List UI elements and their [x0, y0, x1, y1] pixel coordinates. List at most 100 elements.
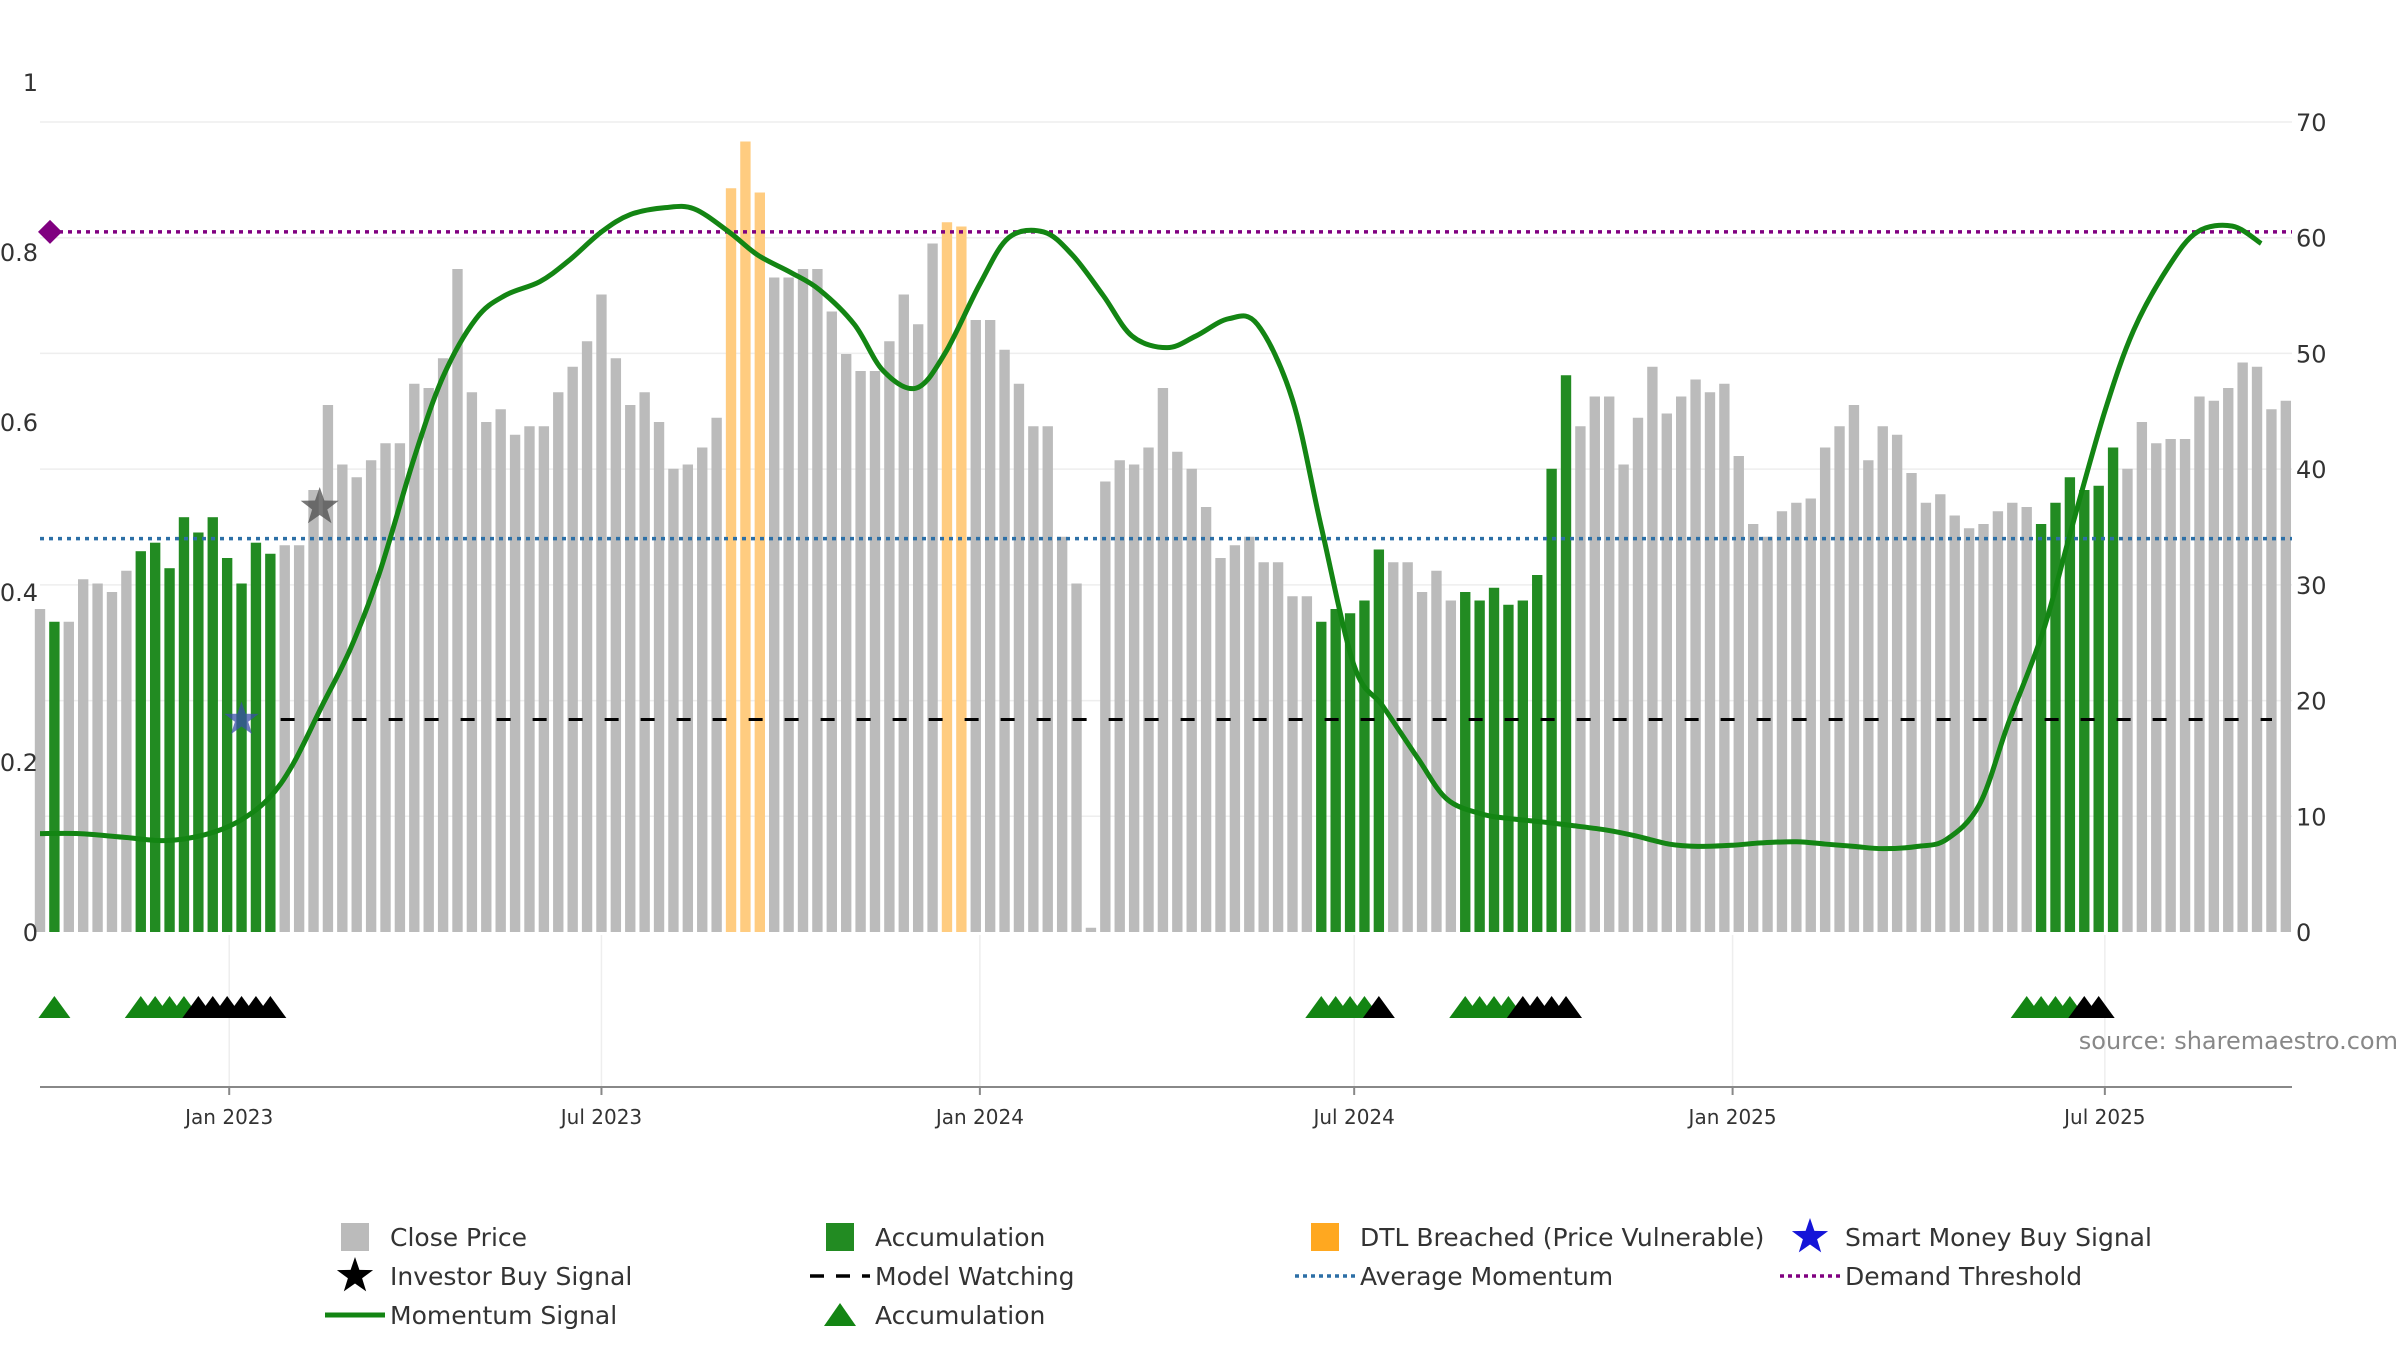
close-price-bar — [1877, 426, 1888, 932]
close-price-bar — [1301, 596, 1313, 932]
legend-swatch — [1311, 1223, 1339, 1251]
signal-markers — [224, 487, 339, 735]
close-price-bar — [1244, 536, 1255, 932]
close-price-bar — [1258, 562, 1269, 932]
close-price-bar — [63, 621, 74, 932]
right-axis-tick-label: 40 — [2296, 456, 2327, 484]
close-price-bar — [912, 324, 924, 932]
close-price-bar — [1388, 562, 1399, 932]
close-price-bar — [1848, 405, 1860, 932]
watching-triangle — [1550, 996, 1583, 1018]
legend-label: Investor Buy Signal — [390, 1262, 632, 1291]
close-price-bar — [1114, 460, 1125, 932]
close-price-bar — [1647, 366, 1658, 932]
close-price-bar — [466, 392, 478, 932]
close-price-bar — [826, 311, 837, 932]
accumulation-bar — [1316, 621, 1327, 932]
close-price-bar — [769, 277, 780, 932]
close-price-bar — [2280, 400, 2292, 932]
close-price-bar — [2266, 409, 2277, 932]
close-price-bar — [1085, 927, 1097, 932]
reference-lines — [38, 219, 2292, 721]
accumulation-bar — [1560, 375, 1572, 932]
close-price-bar — [1445, 600, 1457, 932]
close-price-bar — [2021, 507, 2032, 932]
watching-triangle — [254, 996, 287, 1018]
close-price-bar — [308, 490, 319, 932]
close-price-bar — [1704, 392, 1716, 932]
investor-buy-signal-star — [300, 487, 339, 524]
close-price-bar — [1431, 570, 1442, 932]
left-axis-tick-label: 0.8 — [0, 239, 38, 267]
close-price-bar — [1992, 511, 2004, 932]
close-price-bar — [855, 371, 866, 932]
accumulation-bar — [1517, 600, 1529, 932]
legend-label: Smart Money Buy Signal — [1845, 1223, 2152, 1252]
close-price-bar — [999, 349, 1010, 932]
x-axis-tick-label: Jan 2023 — [183, 1105, 273, 1129]
x-axis-tick-label: Jul 2023 — [559, 1105, 642, 1129]
close-price-bar — [567, 366, 578, 932]
accumulation-bar — [178, 517, 190, 932]
dtl-bar — [941, 222, 953, 932]
accumulation-bar — [1532, 575, 1543, 932]
legend-triangle-icon — [824, 1303, 856, 1326]
x-axis-tick-label: Jul 2024 — [1311, 1105, 1394, 1129]
close-price-bar — [1963, 528, 1975, 932]
close-price-bar — [2122, 468, 2133, 932]
close-price-bar — [927, 243, 938, 932]
close-price-bar — [1632, 417, 1644, 932]
signal-triangles — [38, 996, 2115, 1018]
close-price-bar — [121, 570, 132, 932]
legend-label: Demand Threshold — [1845, 1262, 2082, 1291]
smart-money-buy-signal-star — [224, 701, 259, 735]
accumulation-bar — [1373, 549, 1385, 932]
right-axis-tick-label: 30 — [2296, 572, 2327, 600]
close-price-bar — [1891, 434, 1903, 932]
close-price-bar — [1776, 511, 1788, 932]
dtl-bar — [725, 188, 737, 932]
close-price-bar — [783, 277, 794, 932]
source-label: source: sharemaestro.com — [2079, 1027, 2398, 1055]
close-price-bar — [1920, 502, 1932, 932]
left-axis-tick-label: 0.4 — [0, 579, 38, 607]
close-price-bar — [337, 464, 348, 932]
accumulation-bar — [265, 553, 276, 932]
close-price-bar — [1935, 494, 1946, 932]
accumulation-bar — [236, 583, 247, 932]
close-price-bar — [322, 405, 334, 932]
close-price-bar — [1100, 481, 1111, 932]
close-price-bar — [841, 354, 852, 932]
close-price-bar — [1834, 426, 1845, 932]
right-axis-tick-label: 60 — [2296, 225, 2327, 253]
accumulation-bar — [1546, 468, 1557, 932]
close-price-bar — [1618, 464, 1629, 932]
close-price-bar — [2136, 422, 2148, 932]
close-price-bar — [625, 405, 636, 932]
legend-label: DTL Breached (Price Vulnerable) — [1360, 1223, 1764, 1252]
close-price-bar — [2179, 439, 2191, 932]
legend-swatch — [341, 1223, 369, 1251]
accumulation-bar — [193, 532, 204, 932]
close-price-bar — [380, 443, 391, 932]
close-price-bar — [1747, 524, 1759, 932]
demand-threshold-marker — [38, 219, 62, 244]
close-price-bar — [553, 392, 564, 932]
accumulation-bar — [135, 551, 146, 932]
close-price-bar — [653, 422, 665, 932]
close-price-bar — [1128, 464, 1140, 932]
close-price-bar — [1028, 426, 1039, 932]
accumulation-bar — [149, 542, 161, 932]
accumulation-bar — [221, 558, 233, 932]
legend-star-icon — [1791, 1218, 1829, 1253]
watching-triangle — [2082, 996, 2115, 1018]
close-price-bar — [596, 294, 607, 932]
right-axis-tick-label: 50 — [2296, 340, 2327, 368]
close-price-bar — [495, 409, 506, 932]
price-bars — [34, 141, 2292, 932]
close-price-bar — [78, 579, 89, 932]
accumulation-bar — [250, 542, 262, 932]
close-price-bar — [2208, 400, 2220, 932]
